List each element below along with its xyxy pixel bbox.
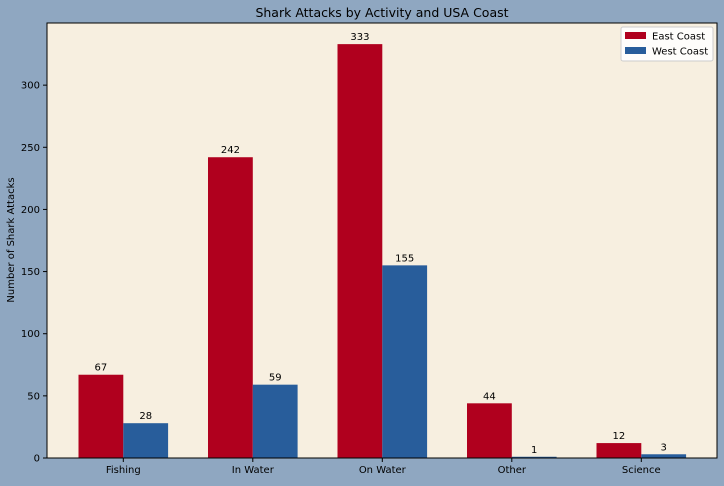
y-tick-label: 50: [27, 391, 40, 402]
bar-west-coast: [641, 454, 687, 458]
y-axis: 0 50 100 150 200 250 300: [21, 81, 47, 465]
y-tick-label: 300: [21, 81, 40, 92]
x-tick-label: On Water: [359, 465, 407, 476]
bar-value-label: 1: [531, 445, 537, 456]
bar-east-coast: [78, 374, 124, 458]
bar-value-label: 67: [95, 363, 108, 374]
x-tick-label: In Water: [232, 465, 275, 476]
bar-value-label: 44: [483, 391, 496, 402]
bar-value-label: 28: [139, 411, 152, 422]
legend-label: West Coast: [652, 47, 708, 58]
bar-value-label: 155: [395, 253, 414, 264]
bar-west-coast: [511, 456, 557, 458]
y-tick-label: 250: [21, 143, 40, 154]
bar-west-coast: [123, 423, 169, 458]
bars-group: 67 28 242 59 333 155 44 1 12 3: [78, 32, 687, 458]
legend-swatch: [625, 47, 646, 54]
y-tick-label: 150: [21, 267, 40, 278]
bar-value-label: 242: [221, 145, 240, 156]
y-tick-label: 200: [21, 205, 40, 216]
bar-east-coast: [337, 44, 383, 458]
bar-value-label: 3: [661, 442, 667, 453]
y-axis-label: Number of Shark Attacks: [6, 177, 17, 302]
x-tick-label: Other: [498, 465, 527, 476]
bar-east-coast: [208, 157, 253, 458]
legend: East Coast West Coast: [620, 26, 714, 62]
y-tick-label: 0: [34, 454, 40, 465]
x-tick-label: Fishing: [106, 465, 141, 476]
plot-frame: [46, 22, 718, 459]
y-tick-label: 100: [21, 329, 40, 340]
bar-east-coast: [467, 403, 512, 458]
legend-swatch: [625, 32, 646, 39]
bar-value-label: 333: [350, 32, 369, 43]
bar-west-coast: [382, 265, 428, 458]
bar-west-coast: [252, 384, 298, 458]
bar-value-label: 12: [613, 431, 626, 442]
bar-east-coast: [596, 443, 642, 458]
bar-value-label: 59: [269, 373, 282, 384]
x-axis: Fishing In Water On Water Other Science: [106, 458, 661, 476]
legend-label: East Coast: [652, 32, 705, 43]
chart-title: Shark Attacks by Activity and USA Coast: [255, 5, 508, 20]
x-tick-label: Science: [622, 465, 661, 476]
